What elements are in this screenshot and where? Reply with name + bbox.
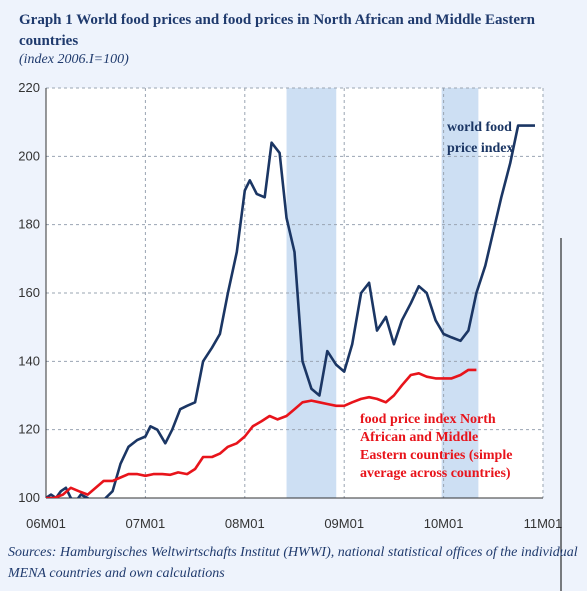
series-labels: world food price index food price index No…: [360, 120, 514, 481]
series-label-world: price index: [447, 141, 514, 156]
series-line: [46, 368, 477, 498]
series-label-mena: food price index North: [360, 412, 496, 427]
series-lines: [46, 124, 535, 498]
y-tick-label: 140: [18, 353, 40, 368]
y-tick-label: 220: [18, 80, 40, 95]
series-label-mena: average across countries): [360, 466, 511, 481]
x-tick-label: 06M01: [26, 516, 66, 531]
source-note: Sources: Hamburgisches Weltwirtschafts I…: [8, 545, 578, 581]
x-tick-label: 11M01: [524, 516, 563, 531]
y-tick-label: 200: [18, 148, 40, 163]
y-tick-label: 160: [18, 285, 40, 300]
grid-lines: [46, 87, 544, 498]
series-label-mena: African and Middle: [360, 430, 478, 445]
chart-subtitle: (index 2006.I=100): [19, 52, 129, 67]
x-tick-label: 08M01: [225, 516, 265, 531]
chart-title: Graph 1 World food prices and food price…: [19, 12, 536, 49]
series-label-mena: Eastern countries (simple: [360, 448, 512, 463]
x-tick-label: 10M01: [424, 516, 464, 531]
series-line: [46, 124, 535, 498]
y-tick-label: 120: [18, 422, 40, 437]
series-label-world: world food: [447, 120, 512, 135]
axes: 100 120 140 160 180 200 220 06M01 07M01 08M01 09M0…: [18, 80, 562, 591]
y-tick-label: 100: [18, 490, 40, 505]
y-tick-label: 180: [18, 217, 40, 232]
x-tick-label: 09M01: [324, 516, 364, 531]
x-tick-label: 07M01: [126, 516, 166, 531]
